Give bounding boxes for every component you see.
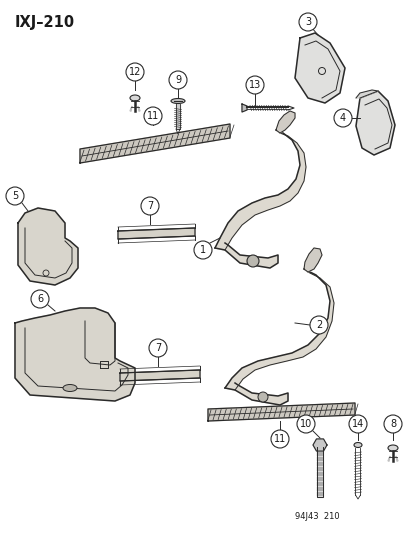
Text: 3: 3	[304, 17, 310, 27]
Circle shape	[126, 63, 144, 81]
Polygon shape	[294, 33, 344, 103]
Polygon shape	[224, 269, 333, 390]
Ellipse shape	[63, 384, 77, 392]
Circle shape	[31, 290, 49, 308]
Text: 94J43  210: 94J43 210	[294, 512, 339, 521]
Polygon shape	[312, 439, 326, 451]
Circle shape	[296, 415, 314, 433]
Text: 9: 9	[175, 75, 180, 85]
Polygon shape	[130, 106, 132, 111]
Polygon shape	[18, 208, 78, 285]
Circle shape	[383, 415, 401, 433]
Circle shape	[144, 107, 161, 125]
Polygon shape	[316, 447, 322, 497]
Circle shape	[348, 415, 366, 433]
Circle shape	[271, 430, 288, 448]
Text: 2: 2	[315, 320, 321, 330]
Polygon shape	[207, 403, 354, 421]
Circle shape	[141, 197, 159, 215]
Text: 7: 7	[154, 343, 161, 353]
Ellipse shape	[387, 445, 397, 451]
Polygon shape	[224, 383, 287, 405]
Polygon shape	[387, 456, 389, 461]
Circle shape	[247, 255, 259, 267]
Ellipse shape	[130, 95, 140, 101]
Polygon shape	[118, 228, 195, 239]
Polygon shape	[355, 90, 377, 98]
Polygon shape	[395, 456, 397, 461]
Polygon shape	[120, 370, 199, 381]
Circle shape	[6, 187, 24, 205]
Polygon shape	[15, 308, 135, 401]
Polygon shape	[355, 91, 394, 155]
Polygon shape	[80, 124, 230, 163]
Text: 11: 11	[147, 111, 159, 121]
Circle shape	[257, 392, 267, 402]
Text: 8: 8	[389, 419, 395, 429]
Text: 11: 11	[273, 434, 285, 444]
Text: IXJ–210: IXJ–210	[15, 15, 75, 30]
Circle shape	[333, 109, 351, 127]
Text: 5: 5	[12, 191, 18, 201]
Polygon shape	[176, 104, 180, 129]
Circle shape	[309, 316, 327, 334]
Text: 13: 13	[248, 80, 261, 90]
Text: 4: 4	[339, 113, 345, 123]
Polygon shape	[214, 243, 277, 268]
Text: 12: 12	[128, 67, 141, 77]
Polygon shape	[242, 104, 247, 112]
Text: 10: 10	[299, 419, 311, 429]
Ellipse shape	[353, 442, 361, 448]
Ellipse shape	[171, 99, 185, 103]
Text: 6: 6	[37, 294, 43, 304]
Circle shape	[194, 241, 211, 259]
Circle shape	[245, 76, 263, 94]
Circle shape	[169, 71, 187, 89]
Polygon shape	[138, 106, 140, 111]
Circle shape	[298, 13, 316, 31]
Polygon shape	[303, 248, 321, 272]
Text: 7: 7	[147, 201, 153, 211]
Text: 14: 14	[351, 419, 363, 429]
Polygon shape	[275, 111, 294, 133]
Circle shape	[149, 339, 166, 357]
Polygon shape	[214, 130, 305, 250]
Text: 1: 1	[199, 245, 206, 255]
